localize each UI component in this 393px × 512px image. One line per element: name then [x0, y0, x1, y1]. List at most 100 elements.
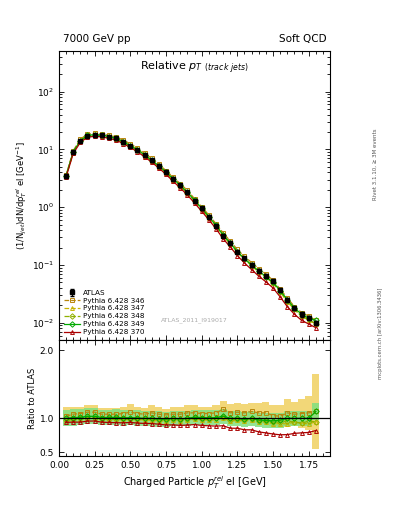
Bar: [263, 402, 270, 424]
Pythia 6.428 347: [171, 177, 176, 183]
Pythia 6.428 347: [92, 132, 97, 138]
Pythia 6.428 370: [114, 137, 118, 143]
Pythia 6.428 348: [178, 183, 183, 189]
Pythia 6.428 348: [107, 134, 111, 140]
Pythia 6.428 346: [285, 295, 290, 301]
Pythia 6.428 348: [185, 189, 190, 196]
Pythia 6.428 347: [292, 306, 297, 312]
Bar: [169, 408, 177, 421]
Pythia 6.428 370: [228, 244, 233, 250]
Pythia 6.428 370: [307, 321, 311, 327]
Pythia 6.428 370: [235, 252, 240, 259]
Pythia 6.428 347: [199, 206, 204, 212]
Pythia 6.428 349: [213, 222, 218, 228]
Pythia 6.428 346: [163, 167, 168, 174]
Line: Pythia 6.428 346: Pythia 6.428 346: [64, 131, 318, 322]
Pythia 6.428 347: [192, 198, 197, 204]
Bar: [227, 411, 234, 426]
Pythia 6.428 370: [292, 311, 297, 317]
Pythia 6.428 349: [242, 255, 247, 262]
Bar: [277, 406, 284, 427]
Bar: [212, 406, 220, 420]
Bar: [105, 408, 112, 420]
Pythia 6.428 349: [314, 317, 318, 324]
X-axis label: Charged Particle $p^{rel}_{T}$ el [GeV]: Charged Particle $p^{rel}_{T}$ el [GeV]: [123, 474, 266, 490]
Pythia 6.428 370: [213, 226, 218, 232]
Text: mcplots.cern.ch [arXiv:1306.3436]: mcplots.cern.ch [arXiv:1306.3436]: [378, 287, 382, 378]
Pythia 6.428 347: [206, 215, 211, 221]
Pythia 6.428 346: [121, 137, 125, 143]
Pythia 6.428 349: [185, 189, 190, 196]
Pythia 6.428 349: [92, 132, 97, 138]
Bar: [305, 411, 312, 426]
Pythia 6.428 347: [285, 298, 290, 305]
Pythia 6.428 347: [242, 257, 247, 263]
Pythia 6.428 349: [121, 139, 125, 145]
Pythia 6.428 347: [99, 133, 104, 139]
Bar: [127, 404, 134, 420]
Bar: [84, 406, 91, 419]
Pythia 6.428 370: [242, 260, 247, 266]
Pythia 6.428 348: [156, 163, 161, 169]
Bar: [220, 409, 227, 424]
Bar: [241, 404, 248, 422]
Pythia 6.428 349: [292, 305, 297, 311]
Pythia 6.428 370: [64, 174, 68, 180]
Text: ATLAS_2011_I919017: ATLAS_2011_I919017: [161, 317, 228, 323]
Pythia 6.428 349: [71, 148, 75, 155]
Pythia 6.428 370: [107, 135, 111, 141]
Pythia 6.428 346: [114, 134, 118, 140]
Pythia 6.428 348: [256, 268, 261, 274]
Pythia 6.428 346: [107, 132, 111, 138]
Bar: [291, 411, 298, 426]
Bar: [241, 412, 248, 427]
Bar: [198, 407, 205, 420]
Pythia 6.428 348: [199, 205, 204, 211]
Pythia 6.428 348: [163, 169, 168, 176]
Pythia 6.428 348: [64, 174, 68, 180]
Text: Soft QCD: Soft QCD: [279, 34, 326, 44]
Line: Pythia 6.428 347: Pythia 6.428 347: [64, 134, 318, 326]
Pythia 6.428 347: [163, 169, 168, 176]
Pythia 6.428 349: [235, 248, 240, 254]
Pythia 6.428 349: [156, 163, 161, 169]
Pythia 6.428 346: [264, 271, 268, 277]
Pythia 6.428 346: [171, 174, 176, 180]
Pythia 6.428 348: [121, 139, 125, 145]
Pythia 6.428 349: [192, 197, 197, 203]
Bar: [212, 410, 220, 425]
Bar: [141, 411, 148, 426]
Pythia 6.428 348: [278, 288, 283, 294]
Pythia 6.428 346: [149, 155, 154, 161]
Bar: [234, 411, 241, 426]
Pythia 6.428 348: [99, 133, 104, 139]
Bar: [77, 409, 84, 425]
Pythia 6.428 370: [199, 208, 204, 215]
Bar: [162, 412, 169, 426]
Pythia 6.428 349: [264, 273, 268, 280]
Bar: [312, 403, 320, 420]
Pythia 6.428 348: [114, 136, 118, 142]
Bar: [284, 398, 291, 427]
Pythia 6.428 370: [178, 185, 183, 191]
Pythia 6.428 348: [78, 138, 83, 144]
Bar: [291, 402, 298, 426]
Bar: [84, 408, 91, 424]
Pythia 6.428 347: [307, 317, 311, 324]
Bar: [270, 404, 277, 426]
Pythia 6.428 349: [163, 169, 168, 175]
Bar: [91, 408, 98, 424]
Pythia 6.428 349: [135, 146, 140, 153]
Pythia 6.428 348: [242, 256, 247, 262]
Bar: [119, 407, 127, 420]
Pythia 6.428 346: [249, 260, 254, 266]
Pythia 6.428 349: [114, 135, 118, 141]
Pythia 6.428 346: [314, 317, 318, 324]
Pythia 6.428 370: [171, 178, 176, 184]
Bar: [248, 402, 255, 420]
Pythia 6.428 370: [185, 192, 190, 198]
Pythia 6.428 348: [299, 313, 304, 319]
Bar: [141, 408, 148, 420]
Text: Relative $p_T$ $_{(track\ jets)}$: Relative $p_T$ $_{(track\ jets)}$: [140, 60, 249, 76]
Pythia 6.428 346: [92, 130, 97, 136]
